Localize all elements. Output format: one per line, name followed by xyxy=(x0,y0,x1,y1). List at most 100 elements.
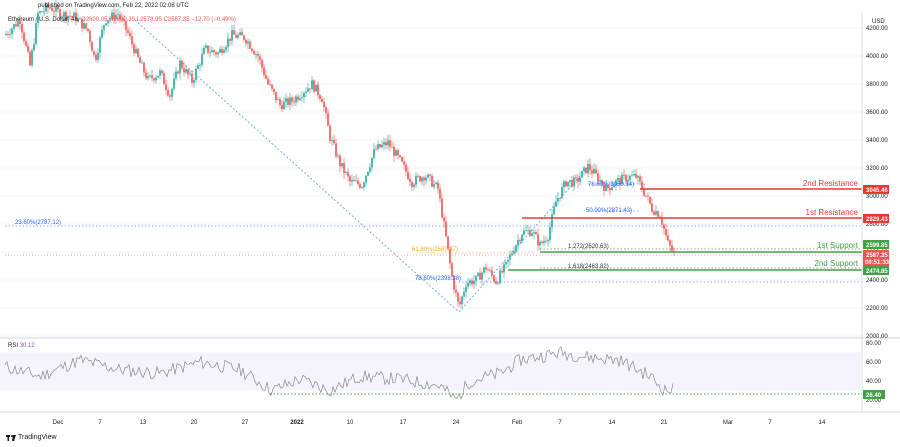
candle-body xyxy=(353,180,355,182)
first-resistance-tag: 2829.43 xyxy=(863,214,889,223)
candle-body xyxy=(577,177,579,182)
candle-body xyxy=(13,24,15,29)
candle-body xyxy=(567,181,569,187)
candle-body xyxy=(589,163,591,171)
candle-body xyxy=(375,149,377,150)
candle-body xyxy=(319,95,321,99)
trend-line-down[interactable] xyxy=(134,19,460,313)
fib-label-78-6-upper: 78.60%(3050.14) xyxy=(588,182,634,188)
svg-text:2599.85: 2599.85 xyxy=(866,243,888,249)
candle-body xyxy=(569,180,571,182)
first-support-tag: 2599.85 xyxy=(863,240,889,249)
time-axis[interactable]: Dec 7 13 20 27 2022 10 17 24 Feb 7 14 21 Mar 7 14 xyxy=(53,420,826,426)
candle-body xyxy=(623,174,625,176)
candle-body xyxy=(275,91,277,101)
candle-body xyxy=(41,11,43,13)
candle-body xyxy=(313,80,315,92)
candle-body xyxy=(349,176,351,182)
candle-body xyxy=(655,211,657,215)
candle-body xyxy=(409,178,411,183)
rsi-axis[interactable]: 80.00 60.00 40.00 20.00 xyxy=(866,341,882,404)
tradingview-logo[interactable]: TradingView xyxy=(6,434,57,441)
candle-body xyxy=(233,30,235,35)
candle-body xyxy=(377,144,379,150)
candle-body xyxy=(277,99,279,101)
candle-body xyxy=(397,150,399,156)
candle-body xyxy=(267,78,269,85)
candle-body xyxy=(407,171,409,179)
candle-body xyxy=(543,240,545,243)
candle-body xyxy=(43,11,45,13)
candle-body xyxy=(165,84,167,90)
candle-body xyxy=(509,255,511,260)
candle-body xyxy=(649,196,651,204)
candle-body xyxy=(123,19,125,21)
current-price-tag: 2587.35 00:51:33 xyxy=(863,250,890,266)
candle-body xyxy=(373,149,375,158)
candle-body xyxy=(253,51,255,55)
candle-body xyxy=(651,203,653,212)
candle-body xyxy=(235,34,237,38)
candle-body xyxy=(305,91,307,94)
candle-body xyxy=(107,20,109,24)
candle-body xyxy=(283,101,285,110)
candle-body xyxy=(39,11,41,13)
candle-body xyxy=(117,14,119,16)
candle-body xyxy=(537,234,539,246)
price-axis[interactable]: 4200.00 4000.00 3800.00 3600.00 3400.00 3200.… xyxy=(866,26,888,340)
second-support-label: 2nd Support xyxy=(814,259,858,268)
trend-line-up[interactable] xyxy=(458,164,591,313)
price-tick-label: 3400.00 xyxy=(866,138,888,144)
candle-body xyxy=(483,267,485,273)
candle-body xyxy=(511,253,513,256)
candle-body xyxy=(465,286,467,293)
candle-body xyxy=(61,16,63,18)
candle-body xyxy=(101,29,103,38)
candle-body xyxy=(617,178,619,181)
candle-body xyxy=(243,35,245,41)
rsi-line[interactable] xyxy=(4,346,674,400)
candle-body xyxy=(141,62,143,64)
candle-body xyxy=(121,18,123,20)
candle-body xyxy=(461,296,463,305)
price-tick-label: 2200.00 xyxy=(866,306,888,312)
candle-body xyxy=(217,52,219,55)
candlestick-series[interactable] xyxy=(5,0,675,310)
candle-body xyxy=(671,245,673,251)
candle-body xyxy=(659,216,661,218)
price-tick-label: 2800.00 xyxy=(866,222,888,228)
candle-body xyxy=(343,163,345,173)
candle-body xyxy=(647,196,649,197)
candle-body xyxy=(255,54,257,55)
time-tick-label: 21 xyxy=(661,420,668,426)
candle-body xyxy=(321,98,323,102)
candle-body xyxy=(565,181,567,187)
candle-body xyxy=(219,49,221,53)
candle-body xyxy=(193,79,195,83)
candle-body xyxy=(657,211,659,217)
time-tick-label: Mar xyxy=(723,420,733,426)
candle-body xyxy=(71,16,73,17)
candle-body xyxy=(437,182,439,189)
candle-body xyxy=(553,206,555,215)
candle-body xyxy=(345,172,347,173)
candle-body xyxy=(367,171,369,176)
fib-label-61-8: 61.80%(2587.47) xyxy=(412,247,458,253)
candle-body xyxy=(19,21,21,25)
ohlc-values: O2600.05 H2600.35 L2578.95 C2587.35 −12.… xyxy=(81,17,236,23)
candle-body xyxy=(327,113,329,126)
candle-body xyxy=(477,272,479,276)
currency-label: USD xyxy=(872,19,885,25)
symbol-legend[interactable]: Ethereum / U.S. Dollar, 4h, O2600.05 H26… xyxy=(8,17,236,23)
candle-body xyxy=(89,30,91,42)
rsi-title: RSI 30.12 xyxy=(8,343,35,349)
candle-body xyxy=(341,163,343,167)
candle-body xyxy=(303,93,305,98)
candle-body xyxy=(311,80,313,90)
candle-body xyxy=(351,180,353,182)
candle-body xyxy=(501,270,503,273)
time-tick-label: 27 xyxy=(242,420,249,426)
candle-body xyxy=(497,282,499,284)
candle-body xyxy=(295,96,297,103)
